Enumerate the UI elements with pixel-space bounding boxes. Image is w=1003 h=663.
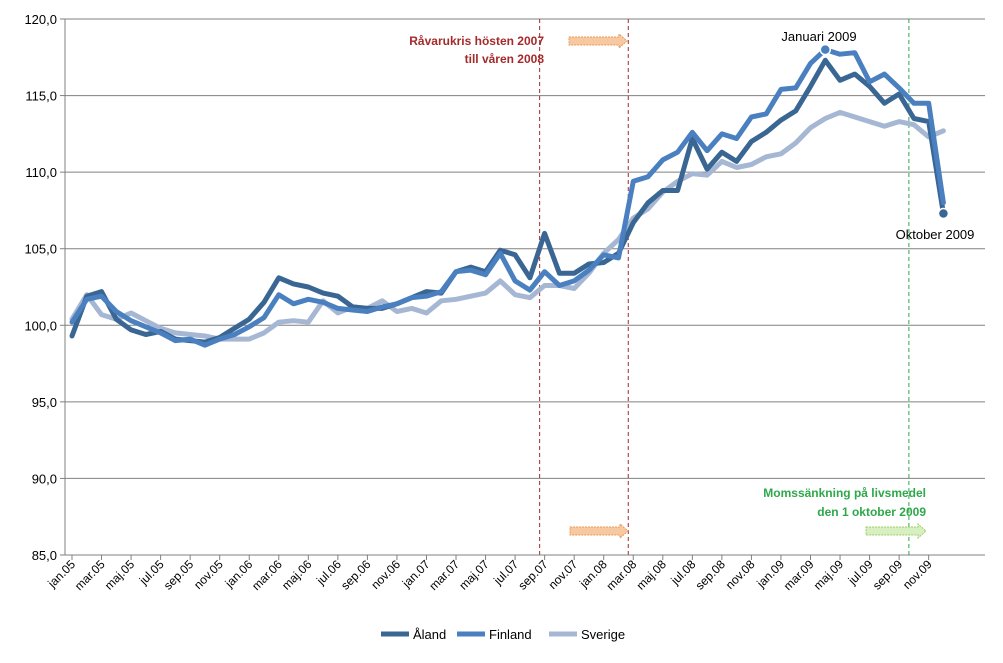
annotation-layer: Råvarukris hösten 2007 till våren 2008 M…: [409, 29, 974, 519]
xtick-label: nov.09: [900, 557, 935, 592]
xtick-label: sep.06: [338, 557, 374, 593]
vat-arrow-icon: [865, 522, 927, 540]
ytick-label: 110,0: [25, 165, 57, 180]
series-line-åland: [69, 57, 946, 345]
xtick-label: maj.07: [456, 557, 492, 593]
xtick-label: mar.09: [781, 557, 817, 593]
series-line-finland: [69, 47, 946, 348]
series-line-sverige: [69, 109, 946, 342]
ytick-label: 90,0: [32, 471, 57, 486]
oct09-marker: [937, 207, 950, 220]
jan09-marker: [819, 43, 832, 56]
ytick-label: 85,0: [32, 548, 57, 563]
xtick-label: mar.08: [604, 557, 640, 593]
annotation-lines: [539, 19, 927, 555]
xtick-label: nov.05: [191, 557, 226, 592]
xtick-label: mar.05: [72, 557, 108, 593]
ytick-label: 100,0: [24, 318, 57, 333]
legend-label: Finland: [489, 627, 532, 642]
xtick-label: maj.05: [102, 557, 138, 593]
legend-label: Åland: [413, 627, 446, 642]
xtick-label: maj.06: [279, 557, 315, 593]
xtick-label: sep.09: [870, 557, 906, 593]
crisis-arrow-bottom-icon: [569, 522, 629, 540]
ytick-label: 105,0: [24, 242, 57, 257]
vat-annotation-line1: Momssänkning på livsmedel: [763, 486, 926, 500]
xtick-label: nov.08: [723, 557, 758, 592]
xtick-label: nov.06: [368, 557, 403, 592]
xtick-label: sep.05: [161, 557, 197, 593]
xtick-label: nov.07: [546, 557, 581, 592]
xtick-label: sep.07: [515, 557, 551, 593]
xtick-label: mar.07: [426, 557, 462, 593]
legend: Åland Finland Sverige: [381, 627, 625, 642]
ytick-label: 115,0: [25, 89, 57, 104]
ytick-label: 95,0: [32, 395, 57, 410]
jan09-label: Januari 2009: [781, 29, 856, 44]
xtick-label: maj.09: [811, 557, 847, 593]
xtick-label: sep.08: [693, 557, 729, 593]
grid-layer: [65, 18, 985, 556]
crisis-arrow-icon: [568, 32, 628, 50]
xtick-label: maj.08: [634, 557, 670, 593]
xtick-label: mar.06: [249, 557, 285, 593]
oct09-label: Oktober 2009: [896, 227, 975, 242]
series-layer: [69, 43, 950, 348]
crisis-annotation-line1: Råvarukris hösten 2007: [409, 34, 544, 48]
legend-label: Sverige: [581, 627, 625, 642]
crisis-annotation-line2: till våren 2008: [465, 52, 545, 66]
vat-annotation-line2: den 1 oktober 2009: [817, 505, 926, 519]
ytick-label: 120,0: [24, 12, 57, 27]
